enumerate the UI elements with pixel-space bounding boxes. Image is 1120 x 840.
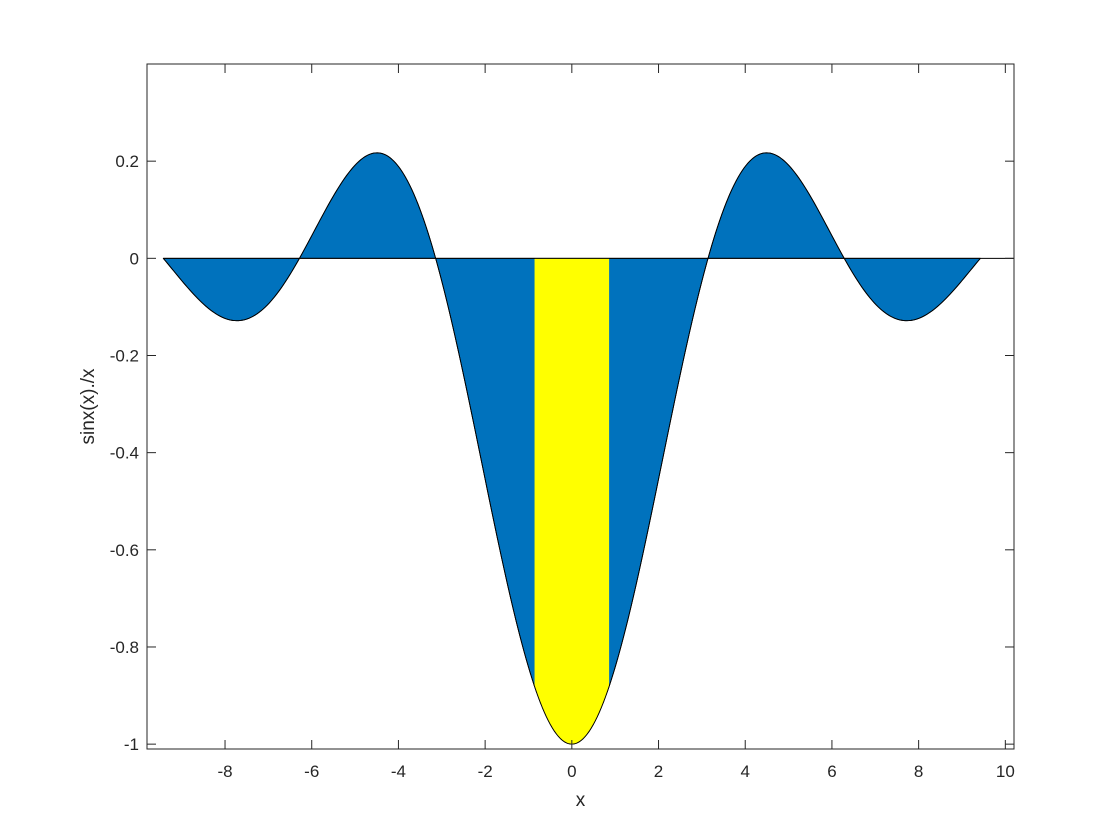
y-tick-label: 0 [130,249,139,268]
x-tick-label: 0 [567,762,576,781]
y-axis-label: sinx(x)./x [78,368,99,445]
y-tick-label: -0.2 [110,346,139,365]
x-tick-label: -4 [391,762,406,781]
x-tick-label: -2 [478,762,493,781]
area-series-highlight [534,258,610,745]
y-tick-label: -1 [124,735,139,754]
tick-labels: -8 -6 -4 -2 0 2 4 6 8 10 -1 -0.8 -0.6 -0.4 -0.2 0 0.2 [110,152,1015,781]
y-tick-label: -0.4 [110,444,139,463]
x-tick-label: -8 [217,762,232,781]
x-tick-label: 8 [914,762,923,781]
y-tick-label: -0.8 [110,638,139,657]
plot-areas [162,152,1014,745]
x-tick-label: 2 [654,762,663,781]
x-tick-label: 6 [827,762,836,781]
y-tick-label: 0.2 [115,152,139,171]
x-tick-label: 10 [996,762,1015,781]
tick-marks [147,64,1014,749]
x-tick-label: 4 [740,762,749,781]
axes-box [146,63,1015,750]
x-tick-label: -6 [304,762,319,781]
axes-frame [146,63,1015,750]
y-tick-label: -0.6 [110,541,139,560]
x-axis-label: x [576,790,586,811]
